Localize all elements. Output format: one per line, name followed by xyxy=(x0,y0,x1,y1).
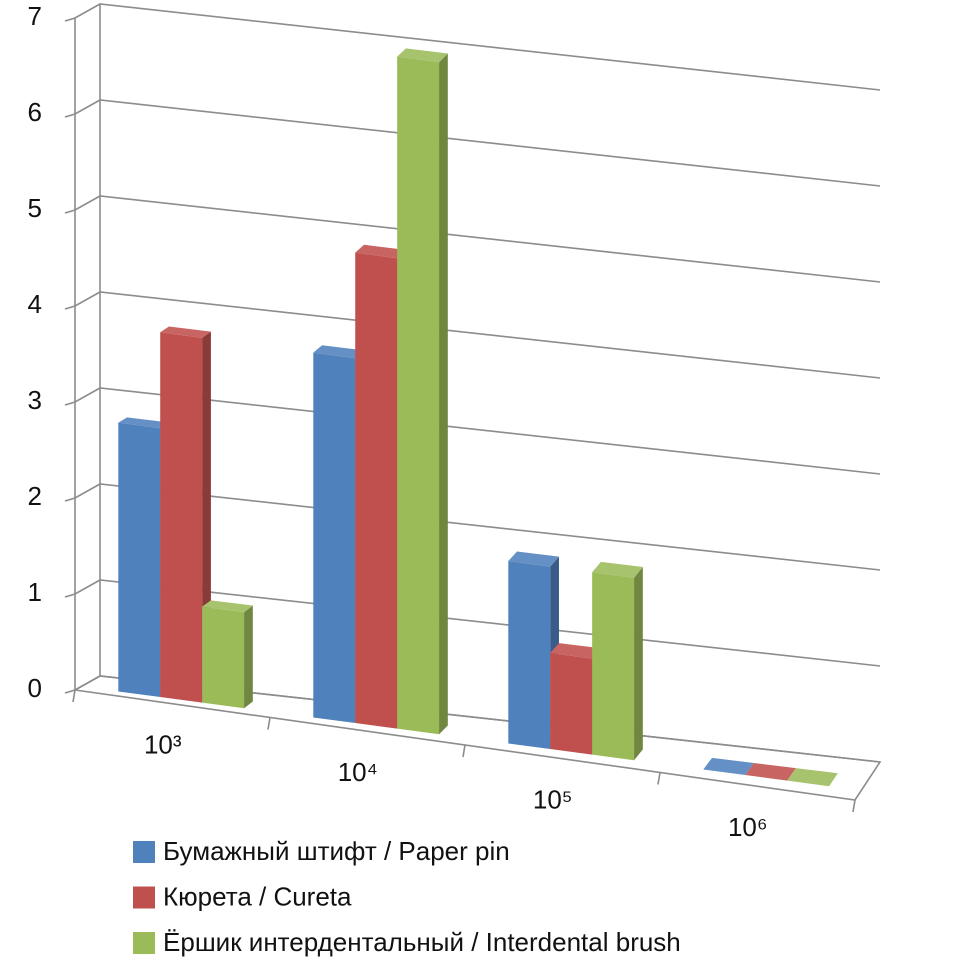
grid-line xyxy=(64,483,881,571)
legend-swatch xyxy=(133,886,155,909)
x-tick-label: 10³ xyxy=(144,729,182,759)
y-tick-label: 0 xyxy=(28,673,42,703)
x-tick xyxy=(657,772,661,785)
bar-top xyxy=(118,417,169,429)
bar-top xyxy=(703,757,754,776)
bar-top xyxy=(313,345,364,359)
grid-line xyxy=(64,291,881,379)
bar xyxy=(787,768,838,787)
y-tick-label: 5 xyxy=(28,193,42,223)
bar-front xyxy=(355,252,398,729)
y-tick-label: 3 xyxy=(28,385,42,415)
x-tick xyxy=(462,744,466,758)
bar xyxy=(745,762,796,781)
bar-top xyxy=(508,551,559,567)
bar xyxy=(703,757,754,776)
bar-front xyxy=(397,56,440,735)
bar-side xyxy=(634,566,643,761)
bar xyxy=(397,48,448,735)
bar-front xyxy=(118,422,161,698)
y-tick-label: 7 xyxy=(28,1,42,31)
legend-swatch xyxy=(133,841,155,863)
legend-label: Бумажный штифт / Paper pin xyxy=(163,836,510,866)
bar xyxy=(592,561,643,761)
grid-line xyxy=(64,195,881,283)
x-tick-label: 10⁴ xyxy=(338,757,378,787)
y-tick-label: 4 xyxy=(28,289,42,319)
y-tick-label: 2 xyxy=(28,481,42,511)
grid-line xyxy=(64,387,881,475)
bar xyxy=(202,600,253,709)
x-tick-label: 10⁶ xyxy=(728,812,768,842)
bar-front xyxy=(508,561,551,750)
bar-top xyxy=(745,762,796,781)
bar-front xyxy=(313,352,356,724)
bar-top xyxy=(592,561,643,578)
grid-line xyxy=(64,579,881,667)
bar-top xyxy=(160,326,211,338)
bar-top xyxy=(355,244,406,259)
y-tick-label: 1 xyxy=(28,577,42,607)
bar-top xyxy=(787,768,838,787)
bar-top xyxy=(397,48,448,63)
grid-line xyxy=(64,3,881,91)
y-tick-label: 6 xyxy=(28,97,42,127)
floor xyxy=(72,675,882,801)
bar-side xyxy=(244,605,253,709)
grid-line xyxy=(64,99,881,187)
bar-top xyxy=(550,643,601,659)
legend-label: Кюрета / Cureta xyxy=(163,881,352,911)
bar-top xyxy=(202,600,253,613)
x-tick xyxy=(267,717,271,730)
bar-side xyxy=(439,53,448,735)
bar-front xyxy=(202,606,245,709)
bar-front xyxy=(592,572,635,761)
bar-front xyxy=(550,653,593,755)
legend-label: Ёршик интердентальный / Interdental brus… xyxy=(163,927,681,957)
x-tick xyxy=(72,689,76,703)
bar-front xyxy=(160,332,203,703)
x-tick-label: 10⁵ xyxy=(533,784,573,814)
legend-swatch xyxy=(133,932,155,954)
x-tick xyxy=(852,799,856,813)
